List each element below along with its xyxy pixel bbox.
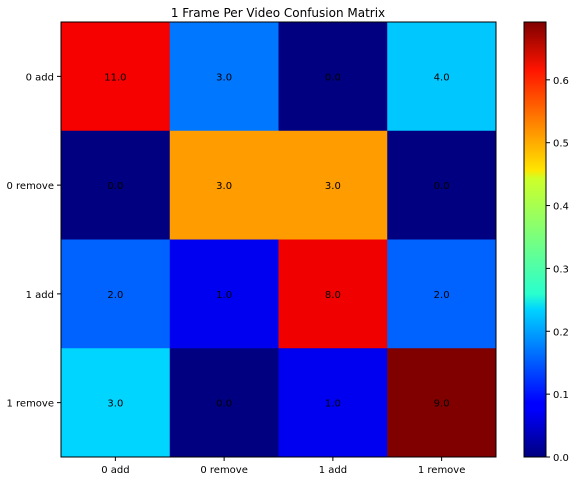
cell-value-label: 1.0 xyxy=(325,399,341,410)
heatmap-cell xyxy=(278,130,388,240)
heatmap-cell-labels: 11.0 3.0 0.0 4.0 0.0 3.0 3.0 0.0 2.0 1.0 8.0 2.0 3.0… xyxy=(104,72,449,409)
heatmap-cell xyxy=(61,239,171,349)
y-tick-label: 0 remove xyxy=(6,181,54,192)
x-tick-label: 0 remove xyxy=(200,465,248,476)
cell-value-label: 3.0 xyxy=(107,399,123,410)
heatmap-cell xyxy=(169,130,279,240)
heatmap-cell xyxy=(61,22,171,132)
x-axis-ticks: 0 add 0 remove 1 add 1 remove xyxy=(101,457,465,476)
heatmap-cell xyxy=(387,22,497,132)
colorbar-tick-label: 0.4 xyxy=(553,202,569,213)
y-tick-label: 0 add xyxy=(26,72,54,83)
colorbar-tick-label: 0.1 xyxy=(553,390,569,401)
cell-value-label: 8.0 xyxy=(325,290,341,301)
heatmap-cell xyxy=(278,239,388,349)
y-axis-ticks: 0 add 0 remove 1 add 1 remove xyxy=(6,72,61,410)
x-tick-label: 1 add xyxy=(319,465,347,476)
heatmap-cell xyxy=(61,348,171,458)
heatmap-cell xyxy=(387,239,497,349)
heatmap-cell xyxy=(387,348,497,458)
heatmap-cells xyxy=(61,22,497,458)
heatmap-cell xyxy=(61,130,171,240)
heatmap-cell xyxy=(278,22,388,132)
x-tick-label: 1 remove xyxy=(418,465,466,476)
x-tick-label: 0 add xyxy=(101,465,129,476)
cell-value-label: 0.0 xyxy=(107,181,123,192)
cell-value-label: 4.0 xyxy=(434,72,450,83)
y-tick-label: 1 add xyxy=(26,290,54,301)
cell-value-label: 9.0 xyxy=(434,399,450,410)
cell-value-label: 1.0 xyxy=(216,290,232,301)
colorbar-tick-label: 0.0 xyxy=(553,453,569,464)
cell-value-label: 3.0 xyxy=(216,72,232,83)
cell-value-label: 2.0 xyxy=(434,290,450,301)
chart-title: 1 Frame Per Video Confusion Matrix xyxy=(171,6,385,20)
colorbar-tick-label: 0.6 xyxy=(553,76,569,87)
heatmap-cell xyxy=(169,348,279,458)
colorbar-tick-label: 0.5 xyxy=(553,139,569,150)
cell-value-label: 0.0 xyxy=(434,181,450,192)
cell-value-label: 3.0 xyxy=(216,181,232,192)
plot-frame xyxy=(60,21,497,458)
cell-value-label: 3.0 xyxy=(325,181,341,192)
cell-value-label: 2.0 xyxy=(107,290,123,301)
heatmap-cell xyxy=(169,22,279,132)
y-tick-label: 1 remove xyxy=(6,399,54,410)
colorbar-ticks: 0.0 0.1 0.2 0.3 0.4 0.5 0.6 xyxy=(546,76,569,464)
cell-value-label: 0.0 xyxy=(325,72,341,83)
colorbar-tick-label: 0.2 xyxy=(553,327,569,338)
heatmap-cell xyxy=(169,239,279,349)
colorbar-tick-label: 0.3 xyxy=(553,264,569,275)
cell-value-label: 11.0 xyxy=(104,72,126,83)
cell-value-label: 0.0 xyxy=(216,399,232,410)
heatmap-cell xyxy=(387,130,497,240)
heatmap-cell xyxy=(278,348,388,458)
colorbar xyxy=(523,21,547,458)
